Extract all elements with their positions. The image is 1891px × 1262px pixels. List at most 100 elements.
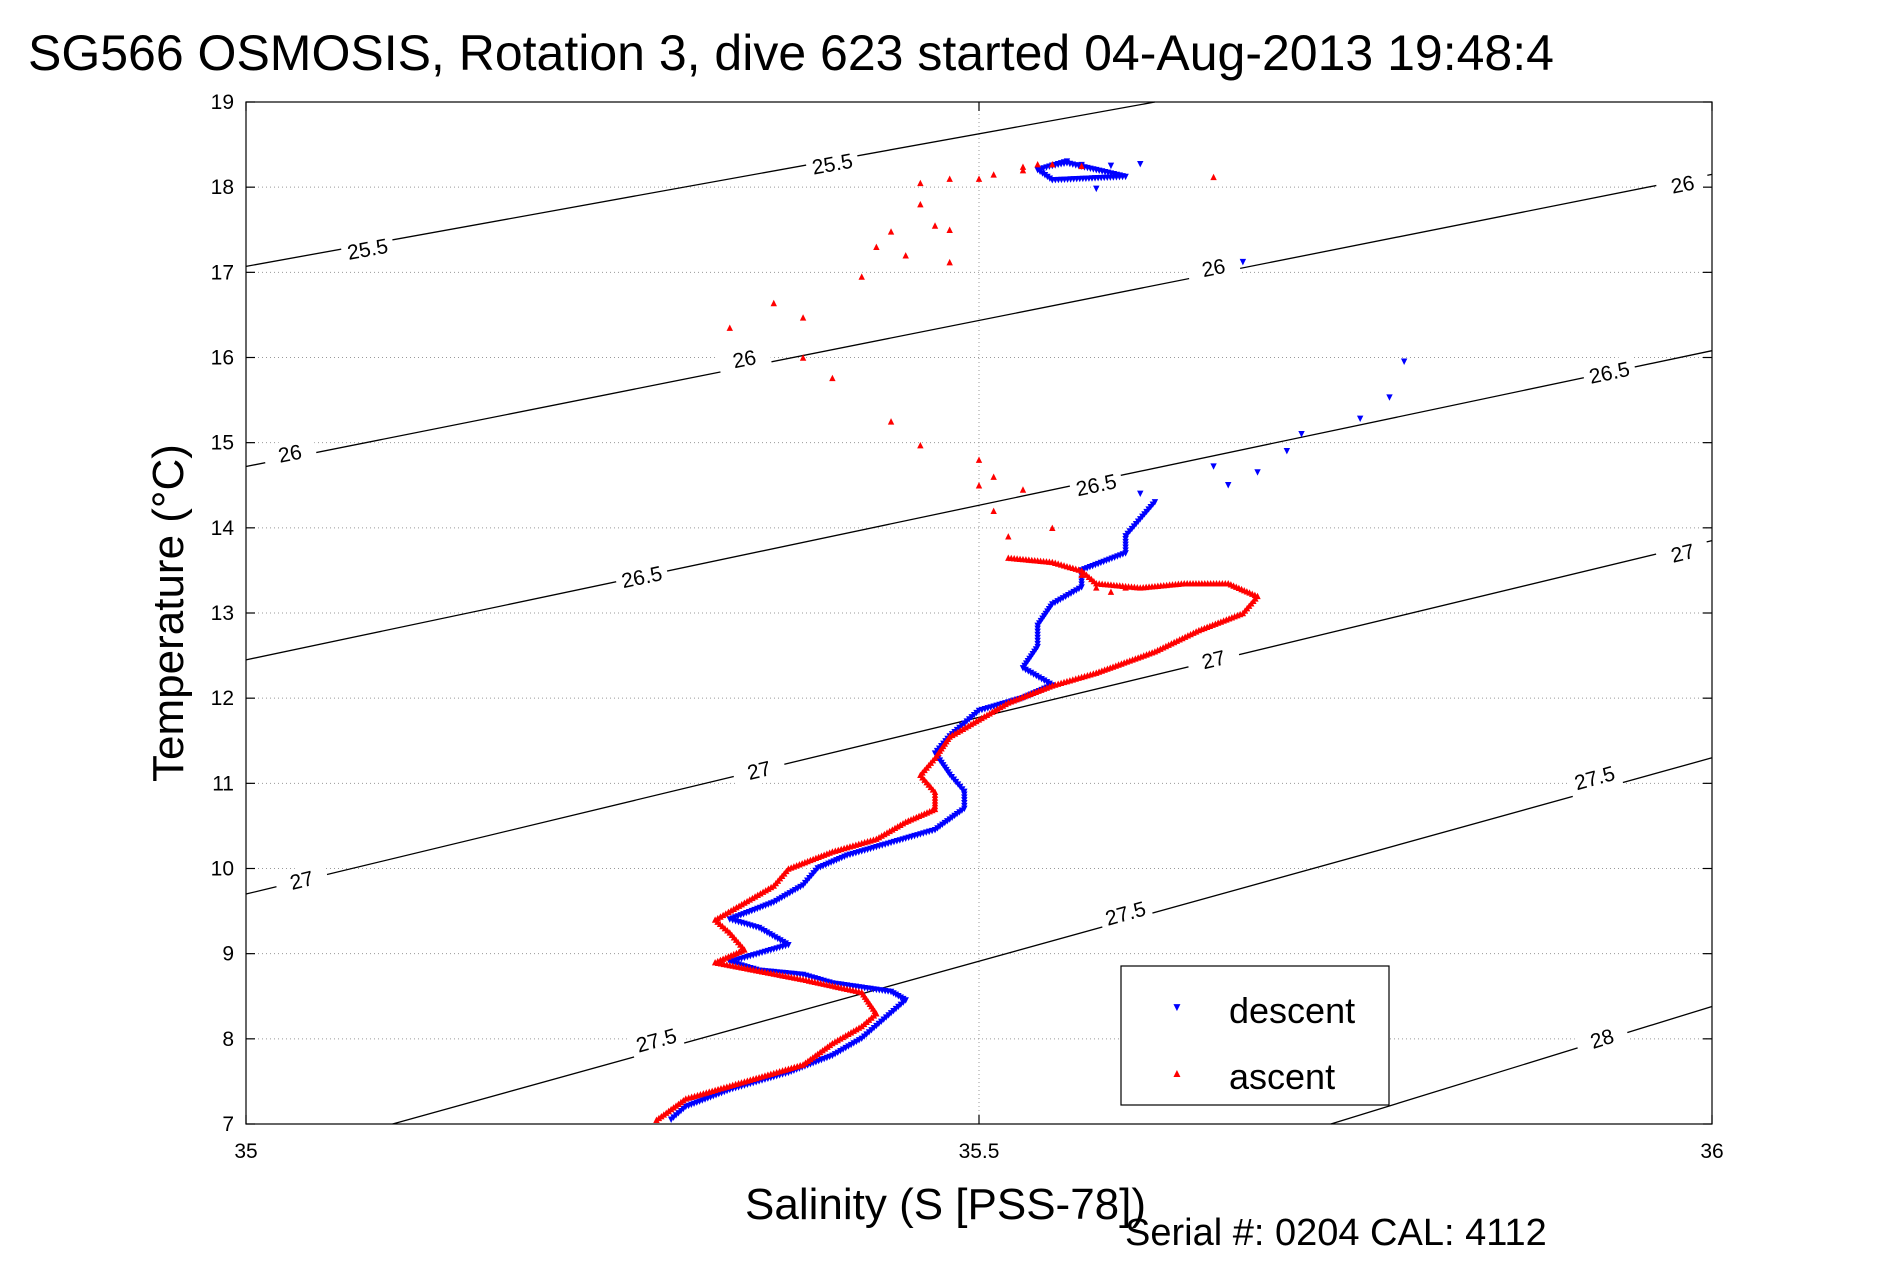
descent-point: [1151, 499, 1159, 506]
chart-title: SG566 OSMOSIS, Rotation 3, dive 623 star…: [28, 25, 1554, 81]
ascent-point: [917, 201, 924, 208]
contour-label: 27: [288, 867, 316, 895]
descent-point: [1298, 430, 1305, 438]
descent-point: [1225, 482, 1232, 489]
contour-label-gap: [1185, 641, 1242, 679]
y-tick-label: 8: [222, 1028, 234, 1051]
y-tick-label: 12: [211, 687, 234, 710]
ascent-point: [1005, 533, 1012, 540]
contour-label: 27: [1669, 540, 1697, 568]
ascent-point: [1049, 524, 1056, 532]
descent-point: [1107, 162, 1115, 170]
ascent-point: [990, 171, 997, 178]
contour-label-gap: [627, 1021, 686, 1061]
ascent-point: [1093, 584, 1100, 591]
contour-label: 27: [1200, 646, 1228, 674]
legend-descent-marker: ▼: [1171, 1000, 1183, 1014]
ascent-point: [799, 354, 807, 361]
ascent-point: [1019, 163, 1027, 170]
contour-label: 26: [276, 441, 303, 468]
legend-box: [1120, 965, 1390, 1106]
ascent-point: [946, 226, 953, 233]
density-contour-line: [245, 101, 1156, 268]
serial-cal-footer: Serial #: 0204 CAL: 4112: [1125, 1212, 1547, 1254]
contour-label: 26: [731, 346, 758, 373]
ascent-point: [726, 324, 733, 331]
y-tick-label: 17: [211, 261, 234, 284]
y-tick-label: 16: [211, 347, 234, 370]
ascent-point: [975, 175, 983, 182]
density-contour-line: [1330, 1005, 1713, 1125]
legend-descent-label: descent: [1229, 990, 1355, 1031]
contour-label-gap: [1654, 534, 1712, 573]
ascent-point: [1019, 166, 1027, 174]
contour-label-gap: [339, 231, 396, 267]
descent-point: [1254, 469, 1261, 476]
ascent-point: [1107, 588, 1115, 595]
descent-point: [1137, 160, 1144, 168]
ascent-point: [917, 179, 924, 187]
grid-lines: [245, 101, 1713, 1125]
descent-point: [1137, 490, 1144, 497]
contour-label-gap: [273, 861, 331, 900]
descent-point: [1400, 358, 1408, 365]
ascent-point: [917, 442, 924, 449]
density-contour-line: [392, 757, 1713, 1125]
ascent-point: [799, 314, 807, 321]
y-tick-label: 18: [211, 176, 234, 199]
contour-label-gap: [1654, 166, 1711, 203]
ascent-point: [990, 507, 997, 514]
x-tick-label: 35.5: [959, 1140, 1000, 1163]
ascent-point: [1019, 486, 1027, 493]
descent-point: [1093, 185, 1100, 193]
legend-ascent-label: ascent: [1229, 1056, 1335, 1097]
y-tick-label: 19: [211, 91, 234, 114]
y-axis-label: Temperature (°C): [144, 444, 193, 782]
legend-ascent-marker: ▲: [1171, 1066, 1183, 1080]
ascent-point: [946, 175, 953, 182]
axis-ticks: 7 8 9 10 11 12 13 14 15 16 17 18 19 35 35.5 36: [211, 91, 1724, 1163]
ascent-point: [902, 252, 909, 259]
ascent-point: [1078, 571, 1085, 578]
ascent-point: [990, 473, 997, 480]
contour-label-gap: [1097, 894, 1155, 934]
x-tick-label: 35: [234, 1140, 257, 1163]
descent-point: [1356, 415, 1364, 423]
contour-label-gap: [261, 435, 319, 472]
ascent-point: [931, 222, 939, 229]
density-contour-line: [245, 173, 1713, 468]
descent-point: [1210, 463, 1217, 470]
descent-point: [1239, 258, 1247, 266]
ascent-point: [1049, 160, 1056, 168]
contour-label-gap: [716, 341, 773, 378]
ascent-point: [873, 243, 880, 250]
contour-label-gap: [1573, 1018, 1631, 1059]
ascent-point: [887, 418, 895, 425]
x-axis-label: Salinity (S [PSS-78]): [745, 1180, 1146, 1229]
contour-label-gap: [1581, 354, 1638, 391]
y-tick-label: 10: [211, 858, 234, 881]
y-tick-label: 11: [212, 772, 234, 795]
contour-label-gap: [804, 146, 861, 182]
ascent-point: [946, 258, 953, 266]
y-tick-label: 13: [211, 602, 234, 625]
ascent-point: [829, 374, 836, 382]
descent-point: [1386, 394, 1393, 401]
ascent-point: [770, 299, 777, 307]
x-tick-label: 36: [1700, 1140, 1723, 1163]
ascent-point: [1034, 160, 1041, 168]
y-tick-label: 7: [222, 1113, 234, 1136]
contour-label-gap: [1185, 250, 1242, 286]
contour-label-gap: [613, 559, 670, 596]
y-tick-label: 14: [211, 517, 235, 540]
ascent-point: [1078, 162, 1085, 170]
contour-label: 27: [745, 757, 773, 785]
contour-label-gap: [1566, 758, 1624, 798]
ascent-point: [975, 456, 983, 463]
ascent-point: [1122, 584, 1129, 591]
contour-label-gap: [1068, 467, 1125, 504]
ascent-point: [975, 482, 983, 489]
contour-label: 26: [1200, 255, 1227, 282]
contour-label: 26: [1669, 172, 1696, 199]
